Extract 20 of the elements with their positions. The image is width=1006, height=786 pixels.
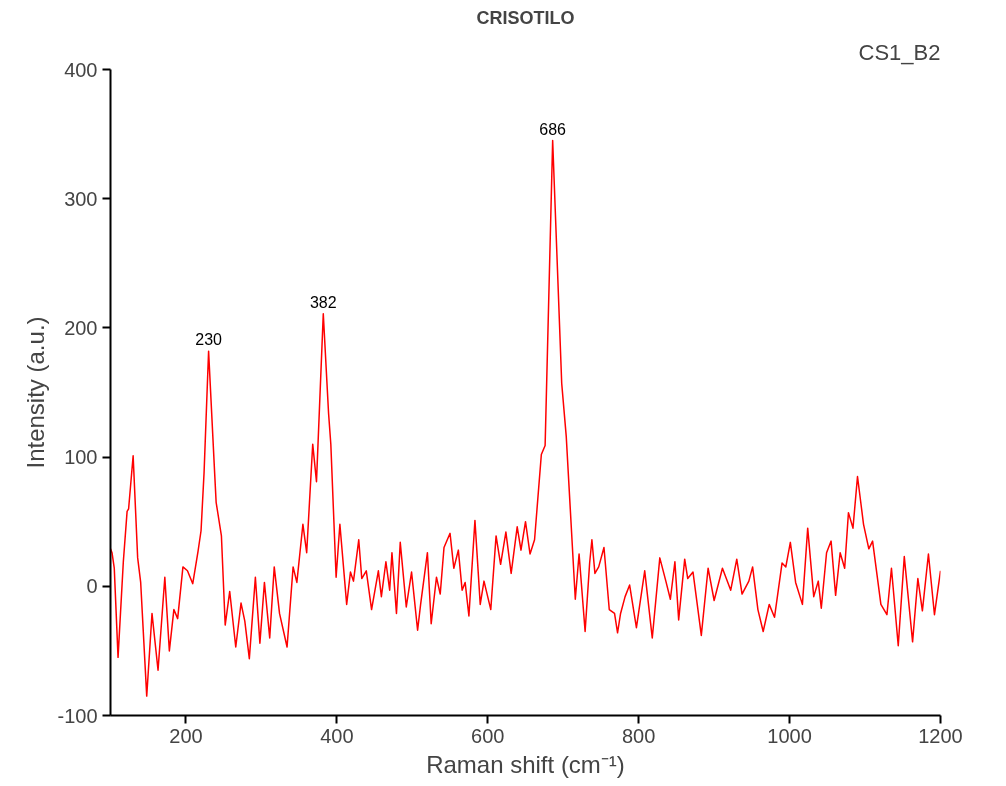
x-tick-label: 600 [471, 724, 505, 747]
annotation: 382 [309, 293, 337, 311]
x-tick-label: 800 [622, 724, 656, 747]
x-tick-label: 1200 [918, 724, 963, 747]
x-tick-label: 400 [320, 724, 354, 747]
y-tick-label: 0 [86, 575, 98, 598]
annotation: 230 [195, 331, 223, 349]
y-tick-label: 300 [64, 187, 98, 210]
line-series [110, 139, 941, 697]
chart-title: CRISOTILO [476, 7, 575, 28]
x-tick-label: 1000 [767, 724, 812, 747]
y-axis-title: Intensity (a.u.) [22, 316, 50, 469]
x-tick-label: 200 [169, 724, 203, 747]
x-axis-title: Raman shift (cm⁻¹) [426, 750, 625, 778]
y-tick-label: 200 [64, 316, 98, 339]
y-tick-label: -100 [57, 704, 98, 727]
chart-subtitle: CS1_B2 [858, 39, 941, 65]
y-tick-label: 400 [64, 58, 98, 81]
y-tick-label: 100 [64, 446, 98, 469]
annotation: 686 [539, 120, 567, 138]
